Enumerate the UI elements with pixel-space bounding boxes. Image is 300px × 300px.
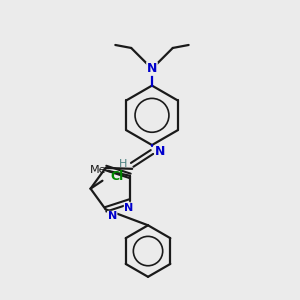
Text: N: N (108, 211, 117, 221)
Text: N: N (124, 203, 134, 213)
Text: N: N (147, 62, 157, 75)
Text: H: H (119, 159, 128, 169)
Text: Me: Me (90, 165, 106, 175)
Text: N: N (155, 146, 165, 158)
Text: Cl: Cl (110, 170, 124, 183)
